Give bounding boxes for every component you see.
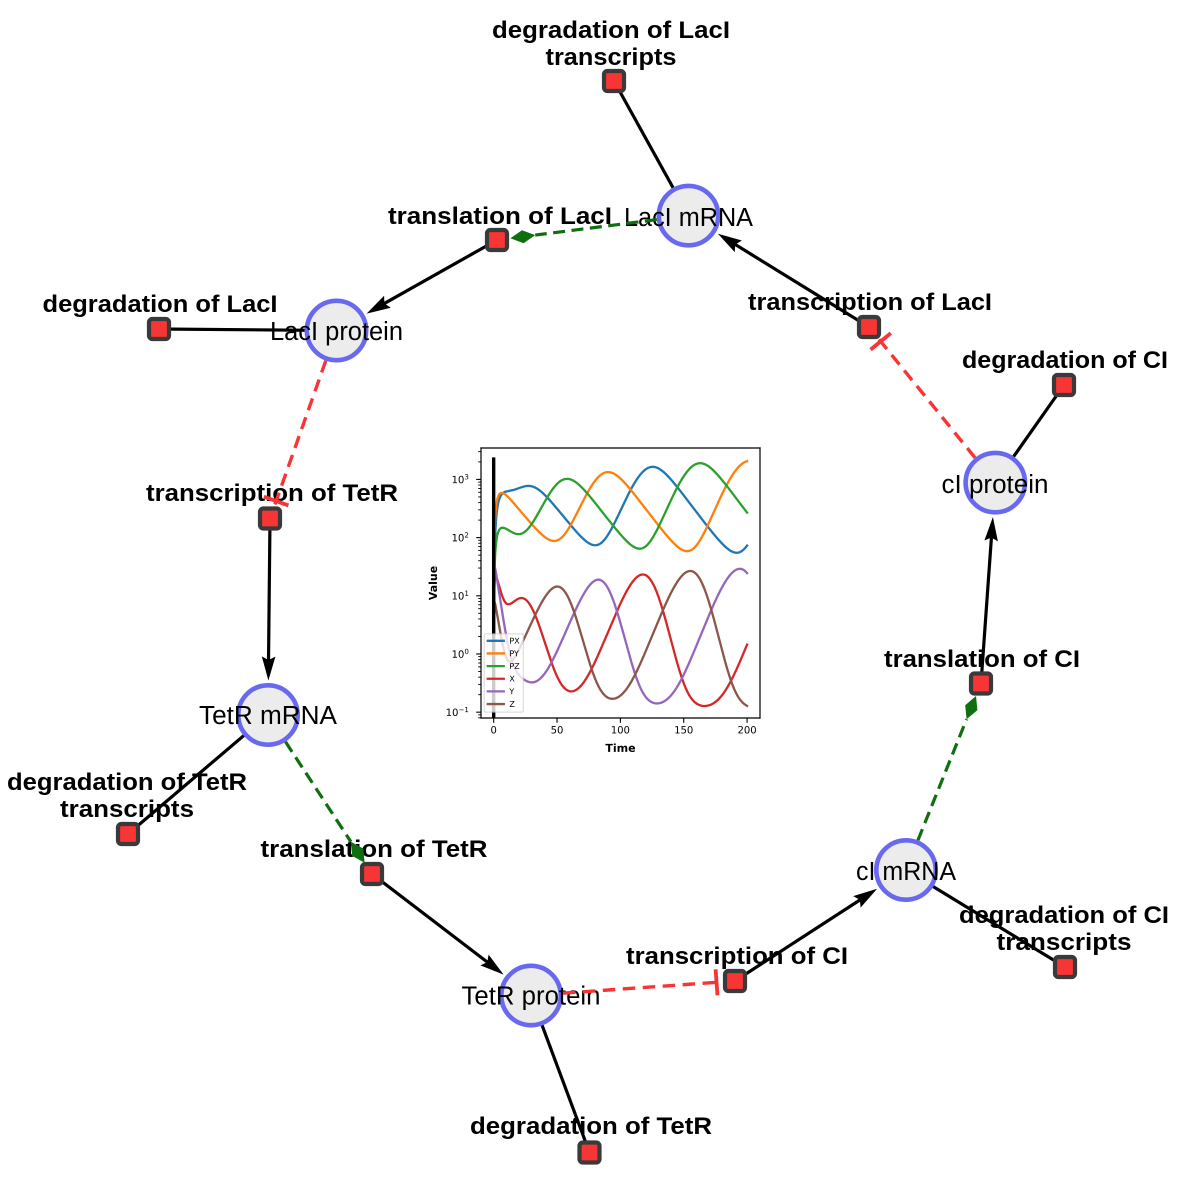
svg-text:transcripts: transcripts [546,44,677,71]
svg-text:translation of LacI: translation of LacI [388,203,612,230]
svg-text:transcripts: transcripts [60,796,194,823]
svg-text:TetR protein: TetR protein [462,983,601,1011]
svg-text:transcription of TetR: transcription of TetR [146,480,398,507]
svg-text:translation of TetR: translation of TetR [261,836,488,863]
svg-text:transcription of CI: transcription of CI [626,943,848,970]
svg-text:degradation of CI: degradation of CI [962,347,1168,374]
svg-text:degradation of CI: degradation of CI [959,902,1169,929]
svg-text:transcription of LacI: transcription of LacI [748,289,992,316]
svg-text:degradation of LacI: degradation of LacI [43,291,278,318]
svg-text:cI protein: cI protein [942,471,1049,499]
svg-text:degradation of TetR: degradation of TetR [470,1113,712,1140]
svg-text:transcripts: transcripts [997,929,1132,956]
svg-text:TetR mRNA: TetR mRNA [199,702,337,730]
svg-text:LacI protein: LacI protein [270,318,403,346]
svg-text:translation of CI: translation of CI [884,646,1080,673]
svg-text:LacI mRNA: LacI mRNA [624,204,753,232]
svg-text:cI mRNA: cI mRNA [856,858,956,886]
svg-text:degradation of TetR: degradation of TetR [7,769,247,796]
svg-text:degradation of LacI: degradation of LacI [492,17,730,44]
